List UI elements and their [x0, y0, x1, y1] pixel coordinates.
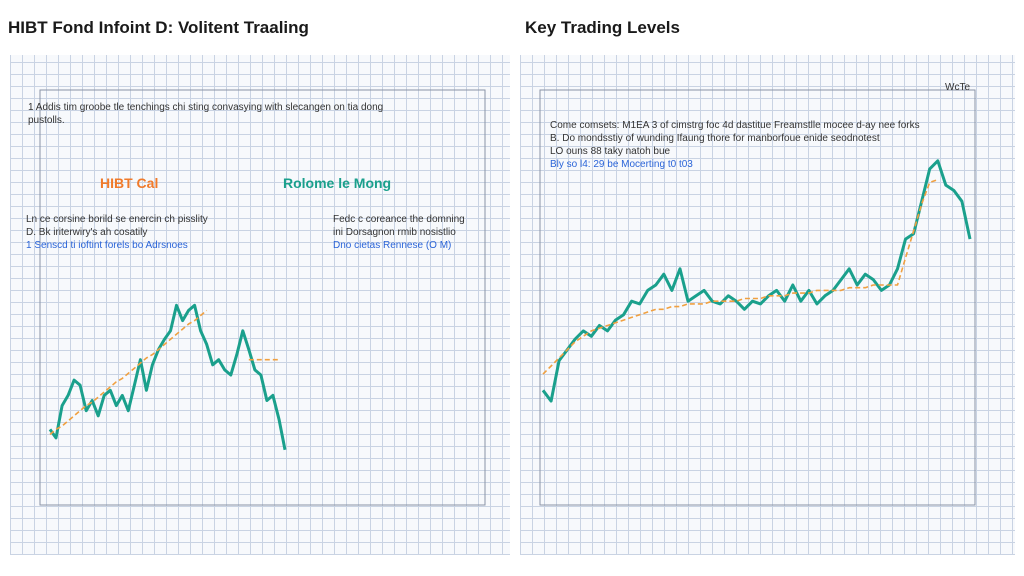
frame — [539, 89, 976, 506]
right-panel — [520, 55, 1015, 555]
note: Bly so l4: 29 be Mocerting t0 t03 — [550, 159, 693, 170]
series-line — [48, 303, 287, 451]
note: Ln ce corsine borild se enercin ch pissl… — [26, 214, 208, 225]
note: 1 Senscd ti ioftint forels bo Adrsnoes — [26, 240, 188, 251]
label: Rolome le Mong — [283, 175, 391, 191]
note: ini Dorsagnon rmib nosistlio — [333, 227, 456, 238]
note: Dno cietas Rennese (O M) — [333, 240, 451, 251]
series-line — [49, 309, 279, 436]
left-panel — [10, 55, 510, 555]
corner-label: WcTe — [945, 82, 970, 93]
note: D. Bk iriterwiry's ah cosatily — [26, 227, 147, 238]
series-line — [542, 178, 939, 375]
frame — [39, 89, 486, 506]
note: LO ouns 88 taky natoh bue — [550, 146, 671, 157]
note: 1 Addis tim groobe tle tenchings chi sti… — [28, 102, 383, 113]
note: B. Do mondsstiy of wunding Ifaung thore … — [550, 133, 880, 144]
right-title: Key Trading Levels — [525, 18, 680, 37]
note: Come comsets: M1EA 3 of cimstrg foc 4d d… — [550, 120, 920, 131]
label: HIBT Cal — [100, 175, 158, 191]
series-line — [541, 159, 972, 403]
note: pustolls. — [28, 115, 65, 126]
note: Fedc c coreance the domning — [333, 214, 465, 225]
left-title: HIBT Fond Infoint D: Volitent Traaling — [8, 18, 309, 37]
